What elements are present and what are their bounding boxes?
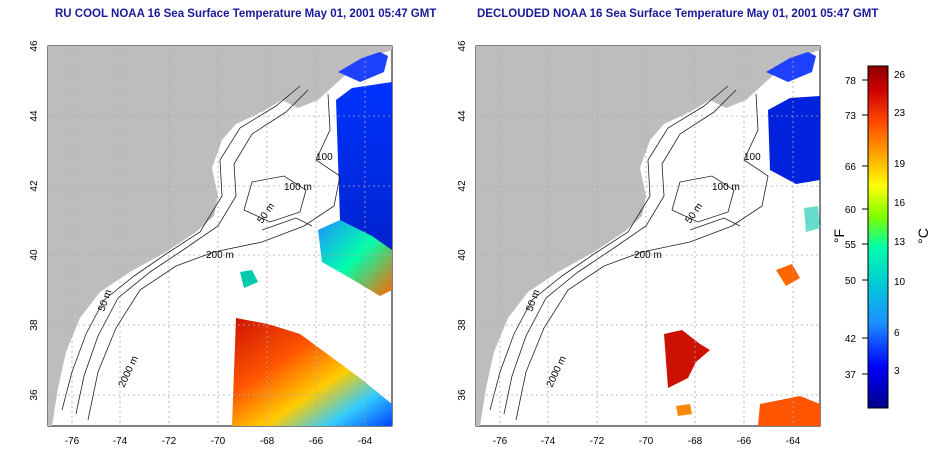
c-tick: 3 bbox=[894, 366, 900, 377]
map-left-title: RU COOL NOAA 16 Sea Surface Temperature … bbox=[55, 8, 437, 20]
map-left-sst bbox=[232, 52, 392, 426]
f-tick: 37 bbox=[845, 370, 857, 381]
lat-tick: 36 bbox=[29, 389, 40, 401]
lon-tick: -66 bbox=[737, 436, 752, 447]
map-left-land bbox=[48, 46, 392, 426]
lon-tick: -64 bbox=[358, 436, 373, 447]
map-right-grid bbox=[476, 46, 820, 426]
colorbar-f-ticks: 78 73 66 60 55 50 42 37 bbox=[845, 76, 857, 381]
lon-tick: -64 bbox=[786, 436, 801, 447]
c-tick: 16 bbox=[894, 198, 906, 209]
map-right-bay bbox=[678, 112, 700, 130]
c-tick: 26 bbox=[894, 70, 906, 81]
contour-label: 200 m bbox=[634, 250, 662, 261]
map-left-lat-axis: 46 44 42 40 38 36 bbox=[29, 40, 40, 401]
c-tick: 23 bbox=[894, 108, 906, 119]
lat-tick: 40 bbox=[29, 249, 40, 261]
lat-tick: 46 bbox=[29, 40, 40, 52]
contour-label: 200 m bbox=[206, 250, 234, 261]
lon-tick: -76 bbox=[493, 436, 508, 447]
colorbar-f-tickmarks bbox=[862, 79, 868, 375]
lon-tick: -72 bbox=[162, 436, 177, 447]
lon-tick: -66 bbox=[309, 436, 324, 447]
map-right-lat-axis: 46 44 42 40 38 36 bbox=[457, 40, 468, 401]
f-tick: 60 bbox=[845, 205, 857, 216]
lon-tick: -70 bbox=[211, 436, 226, 447]
f-tick: 55 bbox=[845, 240, 857, 251]
map-right-contours bbox=[489, 85, 769, 421]
lon-tick: -68 bbox=[688, 436, 703, 447]
lat-tick: 38 bbox=[29, 319, 40, 331]
colorbar-gradient bbox=[867, 65, 889, 409]
map-right-lon-axis: -76 -74 -72 -70 -68 -66 -64 bbox=[493, 436, 801, 447]
contour-label: 100 bbox=[744, 152, 761, 163]
lon-tick: -74 bbox=[113, 436, 128, 447]
contour-label: 100 bbox=[316, 152, 333, 163]
contour-label: 100 m bbox=[712, 182, 740, 193]
c-tick: 13 bbox=[894, 237, 906, 248]
colorbar-c-label: °C bbox=[915, 228, 931, 244]
map-left-bay bbox=[250, 112, 272, 130]
colorbar: 78 73 66 60 55 50 42 37 26 23 19 16 13 1… bbox=[831, 65, 931, 409]
c-tick: 6 bbox=[894, 328, 900, 339]
f-tick: 50 bbox=[845, 276, 857, 287]
lat-tick: 44 bbox=[29, 110, 40, 122]
f-tick: 66 bbox=[845, 162, 857, 173]
lon-tick: -70 bbox=[639, 436, 654, 447]
map-left-contours bbox=[61, 85, 341, 421]
map-right-sst bbox=[664, 52, 820, 426]
map-left-lon-axis: -76 -74 -72 -70 -68 -66 -64 bbox=[65, 436, 373, 447]
lon-tick: -76 bbox=[65, 436, 80, 447]
map-left: 100 100 m 50 m 200 m 50 m 2000 m -76 -74… bbox=[29, 40, 393, 447]
lat-tick: 38 bbox=[457, 319, 468, 331]
lat-tick: 42 bbox=[457, 180, 468, 192]
map-right: 100 100 m 50 m 200 m 50 m 2000 m -76 -74… bbox=[457, 40, 821, 447]
colorbar-c-ticks: 26 23 19 16 13 10 6 3 bbox=[894, 70, 906, 377]
f-tick: 73 bbox=[845, 111, 857, 122]
lat-tick: 46 bbox=[457, 40, 468, 52]
map-left-grid bbox=[48, 46, 392, 426]
c-tick: 10 bbox=[894, 277, 906, 288]
map-right-land bbox=[476, 46, 820, 426]
lat-tick: 42 bbox=[29, 180, 40, 192]
map-right-title: DECLOUDED NOAA 16 Sea Surface Temperatur… bbox=[477, 8, 879, 20]
f-tick: 78 bbox=[845, 76, 857, 87]
lon-tick: -68 bbox=[260, 436, 275, 447]
contour-label: 100 m bbox=[284, 182, 312, 193]
lon-tick: -72 bbox=[590, 436, 605, 447]
lat-tick: 44 bbox=[457, 110, 468, 122]
lat-tick: 40 bbox=[457, 249, 468, 261]
lon-tick: -74 bbox=[541, 436, 556, 447]
f-tick: 42 bbox=[845, 334, 857, 345]
colorbar-f-label: °F bbox=[831, 229, 847, 243]
c-tick: 19 bbox=[894, 159, 906, 170]
lat-tick: 36 bbox=[457, 389, 468, 401]
